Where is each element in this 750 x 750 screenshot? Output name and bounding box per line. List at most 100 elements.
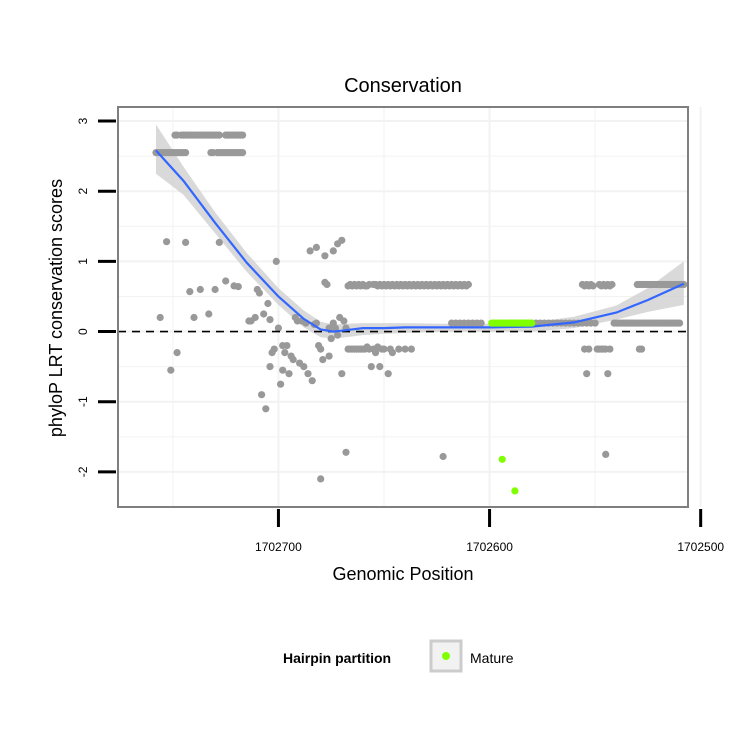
data-point xyxy=(464,280,472,289)
data-point xyxy=(325,352,333,360)
data-point xyxy=(477,319,485,327)
smooth-trend-line xyxy=(155,149,685,333)
data-point xyxy=(300,363,308,371)
data-point xyxy=(380,345,388,353)
data-point xyxy=(234,283,242,291)
legend-label-mature: Mature xyxy=(470,650,514,666)
data-point xyxy=(321,252,329,260)
x-axis-label: Genomic Position xyxy=(332,564,473,584)
data-point xyxy=(266,363,274,371)
panel-frame xyxy=(117,106,689,508)
data-point xyxy=(258,391,266,399)
data-point xyxy=(205,310,213,318)
data-point xyxy=(272,257,280,265)
chart-title: Conservation xyxy=(344,75,462,97)
data-point xyxy=(277,380,285,388)
data-point xyxy=(308,377,316,385)
data-point xyxy=(327,335,335,343)
legend-title: Hairpin partition xyxy=(283,650,391,666)
data-point xyxy=(591,319,599,327)
data-point xyxy=(266,316,274,324)
mature-points xyxy=(488,319,536,495)
data-point xyxy=(262,405,270,413)
data-point xyxy=(222,277,230,285)
data-point xyxy=(340,317,348,325)
data-point xyxy=(317,345,325,353)
smooth-line xyxy=(155,149,685,333)
data-point xyxy=(583,370,591,378)
data-points xyxy=(152,131,688,483)
data-point xyxy=(602,450,610,458)
x-tick-label: 1702600 xyxy=(466,540,513,554)
data-point xyxy=(395,345,403,353)
mature-data-point xyxy=(528,319,536,327)
data-point xyxy=(317,475,325,483)
data-point xyxy=(407,345,415,353)
data-point xyxy=(306,247,314,255)
mature-data-point xyxy=(511,487,519,495)
x-tick-label: 1702500 xyxy=(677,540,724,554)
data-point xyxy=(589,282,597,290)
data-point xyxy=(285,370,293,378)
data-point xyxy=(215,238,223,246)
data-point xyxy=(264,299,272,308)
data-point xyxy=(163,238,171,246)
data-point xyxy=(319,356,327,364)
data-point xyxy=(239,149,247,157)
y-tick-label: -1 xyxy=(76,396,90,407)
data-point xyxy=(388,349,396,357)
data-point xyxy=(401,345,409,353)
data-point xyxy=(283,342,291,350)
data-point xyxy=(439,452,447,461)
data-point xyxy=(329,247,337,255)
data-point xyxy=(304,370,312,378)
data-point xyxy=(367,363,375,371)
y-tick-label: 0 xyxy=(76,328,90,335)
data-point xyxy=(312,243,320,251)
data-point xyxy=(334,331,342,339)
data-point xyxy=(384,370,392,378)
data-point xyxy=(186,288,194,296)
y-axis-label: phyloP LRT conservation scores xyxy=(46,179,66,437)
data-point xyxy=(323,280,331,289)
data-point xyxy=(279,366,287,374)
plot-panel xyxy=(118,107,688,507)
data-point xyxy=(331,324,339,332)
data-point xyxy=(676,319,684,327)
data-point xyxy=(338,236,346,244)
data-point xyxy=(274,324,282,332)
y-tick-label: 3 xyxy=(76,117,90,124)
data-point xyxy=(211,285,219,294)
gridlines xyxy=(118,107,702,507)
panel-border xyxy=(117,106,689,508)
data-point xyxy=(606,345,614,353)
data-point xyxy=(608,280,616,289)
panel-background xyxy=(118,107,688,507)
x-axis: 1702700 1702600 1702500 xyxy=(255,509,724,554)
data-point xyxy=(260,310,268,318)
data-point xyxy=(338,370,346,378)
data-point xyxy=(182,149,190,157)
y-tick-label: 2 xyxy=(76,188,90,195)
data-point xyxy=(638,345,646,353)
y-axis: -2 -1 0 1 2 3 xyxy=(76,117,116,477)
data-point xyxy=(156,313,164,322)
legend: Hairpin partition Mature xyxy=(283,639,514,673)
y-tick-label: -2 xyxy=(76,466,90,477)
legend-key-mature xyxy=(442,652,450,660)
data-point xyxy=(190,313,198,322)
data-point xyxy=(167,366,175,374)
data-point xyxy=(585,345,593,353)
data-point xyxy=(604,370,612,378)
data-point xyxy=(173,349,181,357)
data-point xyxy=(182,238,190,246)
data-point xyxy=(239,131,247,139)
data-point xyxy=(281,349,289,357)
mature-data-point xyxy=(498,455,506,463)
data-point xyxy=(215,131,223,139)
data-point xyxy=(342,448,350,456)
data-point xyxy=(376,363,384,371)
data-point xyxy=(270,345,278,353)
data-point xyxy=(289,356,297,364)
